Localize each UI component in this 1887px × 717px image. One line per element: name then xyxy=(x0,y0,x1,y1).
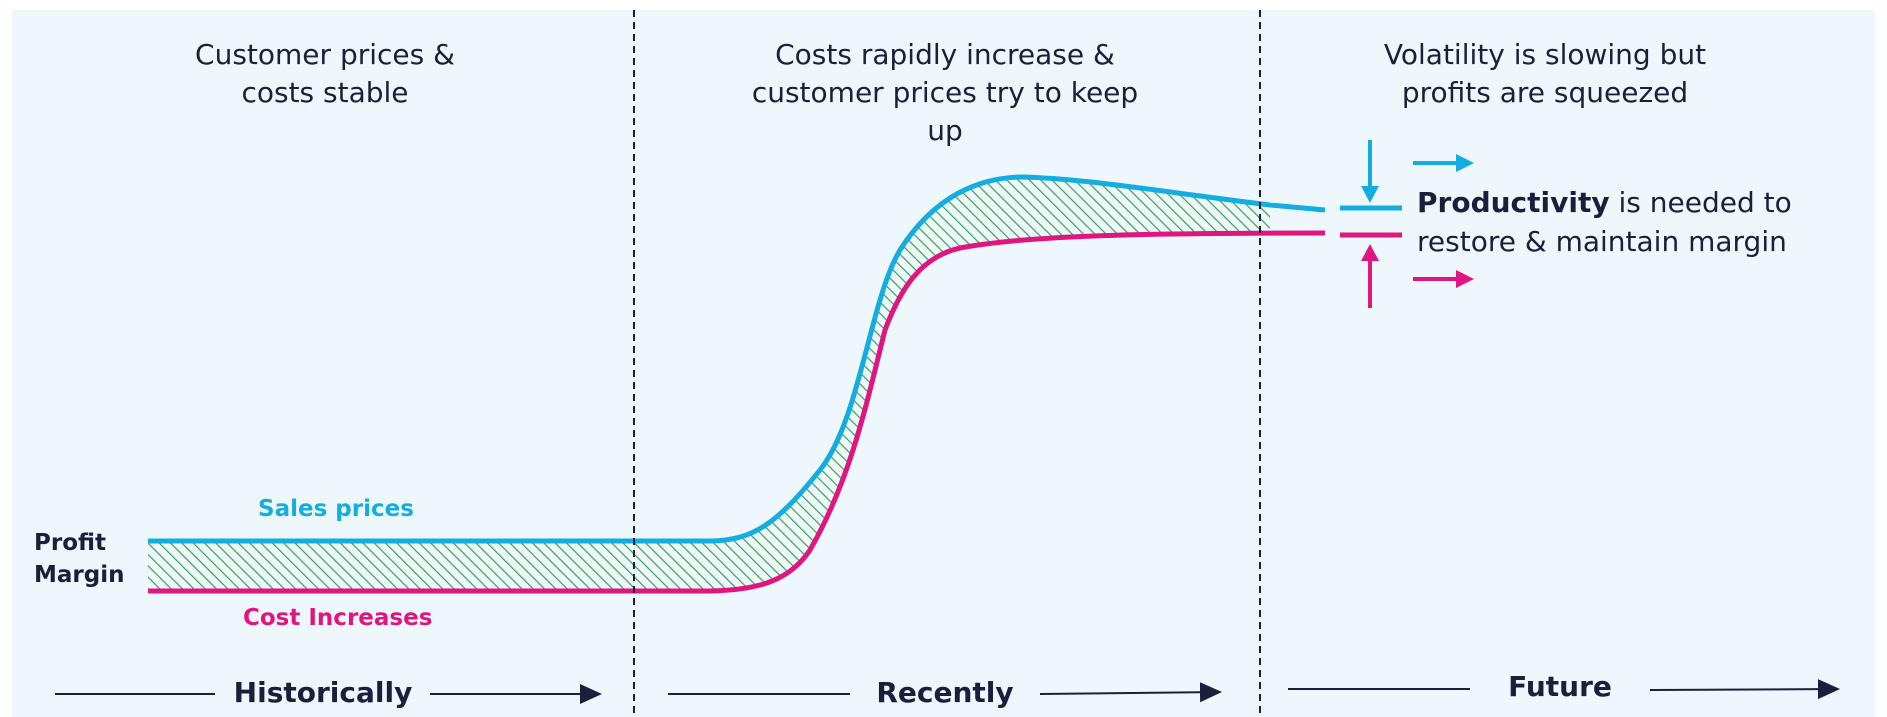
productivity-rest: is needed to xyxy=(1609,186,1792,219)
profit-margin-line-1: Profit xyxy=(34,530,107,556)
header-historic-line-2: costs stable xyxy=(241,76,409,109)
squeeze-up-arrowhead xyxy=(1361,244,1379,261)
timeline-historically-label: Historically xyxy=(233,676,413,709)
timeline-future-right xyxy=(1649,679,1840,700)
header-recent: Costs rapidly increase & customer prices… xyxy=(725,36,1165,150)
header-historic-line-1: Customer prices & xyxy=(195,38,455,71)
productivity-line-1: Productivity is needed to xyxy=(1417,183,1837,222)
header-future-line-1: Volatility is slowing but xyxy=(1383,38,1707,71)
sales-prices-curve xyxy=(148,174,1326,544)
squeeze-down-arrowhead xyxy=(1361,186,1379,203)
header-historic: Customer prices & costs stable xyxy=(175,36,475,112)
profit-margin-line-2: Margin xyxy=(34,562,125,588)
cost-right-arrowhead xyxy=(1456,270,1474,288)
header-future-line-2: profits are squeezed xyxy=(1401,76,1689,109)
productivity-line-2: restore & maintain margin xyxy=(1417,225,1787,258)
profit-margin-label: Profit Margin xyxy=(34,527,124,591)
sales-prices-label: Sales prices xyxy=(258,496,414,522)
timeline-recently-right xyxy=(1039,682,1222,703)
profit-margin-band xyxy=(148,177,1270,591)
cost-increases-curve xyxy=(148,230,1326,594)
timeline-recently-label: Recently xyxy=(876,676,1014,709)
productivity-note: Productivity is needed to restore & main… xyxy=(1417,183,1837,261)
cost-increases-label: Cost Increases xyxy=(243,605,433,631)
header-future: Volatility is slowing but profits are sq… xyxy=(1355,36,1735,112)
header-recent-line-3: up xyxy=(927,114,963,147)
sales-right-arrowhead xyxy=(1456,154,1474,172)
productivity-bold: Productivity xyxy=(1417,186,1610,219)
header-recent-line-1: Costs rapidly increase & xyxy=(775,38,1115,71)
header-recent-line-2: customer prices try to keep xyxy=(751,76,1139,109)
timeline-future-label: Future xyxy=(1508,670,1612,703)
panel-background xyxy=(12,10,1875,717)
